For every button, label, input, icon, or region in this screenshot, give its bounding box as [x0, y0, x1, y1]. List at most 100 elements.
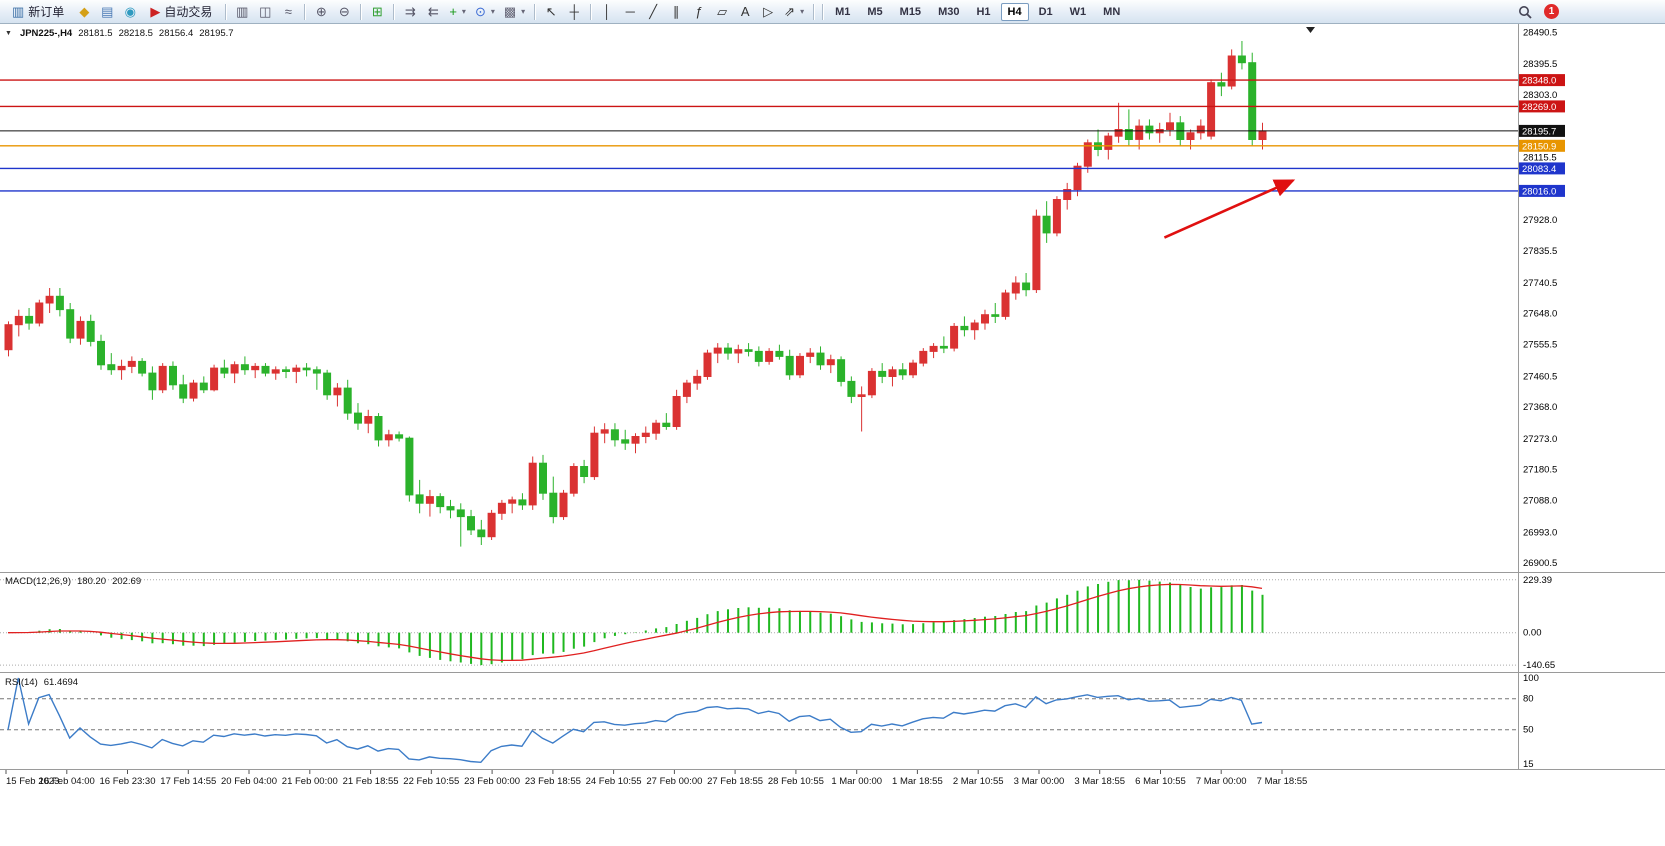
candle	[261, 365, 270, 374]
editor-icon: ◆	[79, 4, 90, 19]
timeframe-m30-button[interactable]: M30	[938, 5, 960, 18]
candle	[1124, 129, 1133, 140]
crosshair-icon[interactable]: ┼	[563, 2, 585, 22]
editor-icon[interactable]: ◆	[73, 2, 95, 22]
macd-axis-label: 229.39	[1523, 575, 1552, 586]
vertical-line-icon[interactable]: │	[596, 2, 618, 22]
candle	[158, 365, 167, 391]
arrow-label-icon[interactable]: ▷	[757, 2, 779, 22]
price-axis-label: 28490.5	[1523, 28, 1557, 39]
chart-shift-marker[interactable]	[1306, 27, 1315, 33]
price-axis-label: 27555.5	[1523, 340, 1557, 351]
search-icon[interactable]	[1518, 5, 1532, 19]
chart-shift-icon[interactable]: ⇇	[422, 2, 444, 22]
candle	[508, 499, 517, 504]
chart-header: ▼ JPN225-,H4 28181.5 28218.5 28156.4 281…	[5, 28, 234, 39]
candle	[1083, 142, 1092, 167]
price-axis[interactable]: 28490.5 28395.5 28303.0 28115.5 27928.0 27835…	[1519, 28, 1565, 570]
candle	[97, 340, 105, 366]
candle	[1207, 82, 1216, 137]
market-watch-icon[interactable]: ▤	[96, 2, 118, 22]
panel-separators	[0, 24, 1665, 770]
shapes-icon[interactable]: ▱	[711, 2, 733, 22]
zoom-in-icon[interactable]: ⊕	[310, 2, 332, 22]
line-chart-icon[interactable]: ≈	[277, 2, 299, 22]
candle	[425, 496, 434, 504]
new-order-button[interactable]: ▥ 新订单	[4, 2, 72, 22]
zoom-out-icon[interactable]: ⊖	[333, 2, 355, 22]
autotrade-button[interactable]: ▶ 自动交易	[142, 2, 220, 22]
time-axis-label: 16 Feb 04:00	[39, 776, 95, 787]
candle	[45, 295, 54, 304]
tile-windows-icon[interactable]: ⊞	[366, 2, 388, 22]
candlestick-chart-icon[interactable]: ◫	[254, 2, 276, 22]
toolbar-separator	[822, 3, 824, 20]
candle	[1032, 215, 1041, 291]
candle	[436, 496, 445, 508]
candle	[539, 462, 547, 494]
arrows-icon: ⇗	[784, 4, 796, 19]
candle	[446, 506, 455, 511]
cursor-icon[interactable]: ↖	[540, 2, 562, 22]
add-indicator-button[interactable]: + ▾	[445, 2, 470, 22]
macd-value-signal: 202.69	[112, 576, 142, 587]
timeframe-h1-button[interactable]: H1	[976, 5, 991, 18]
candle	[703, 352, 712, 378]
dropdown-arrow-icon[interactable]: ▾	[800, 7, 805, 16]
web-terminal-icon[interactable]: ◉	[119, 2, 141, 22]
candle	[364, 416, 373, 424]
templates-icon[interactable]: ▩ ▾	[500, 2, 529, 22]
candle	[4, 324, 13, 351]
equidistant-channel-icon[interactable]: ∥	[665, 2, 687, 22]
candle	[35, 302, 44, 324]
horizontal-line-icon[interactable]: ─	[619, 2, 641, 22]
candle	[734, 349, 743, 354]
candle	[76, 320, 85, 339]
dropdown-arrow-icon[interactable]: ▾	[490, 7, 495, 16]
timeframe-h4-button[interactable]: H4	[1000, 2, 1029, 21]
svg-text:28083.4: 28083.4	[1522, 164, 1556, 175]
auto-scroll-icon[interactable]: ⇉	[399, 2, 421, 22]
candle	[14, 315, 23, 326]
trendline-icon[interactable]: ╱	[642, 2, 664, 22]
candle	[744, 349, 753, 352]
trend-arrow-annotation[interactable]	[1163, 179, 1296, 239]
candle	[950, 325, 959, 349]
bar-chart-icon[interactable]: ▥	[231, 2, 253, 22]
timeframe-mn-button[interactable]: MN	[1103, 5, 1121, 18]
fibonacci-icon[interactable]: ƒ	[688, 2, 710, 22]
candle	[189, 382, 198, 399]
arrows-icon[interactable]: ⇗ ▾	[780, 2, 808, 22]
candle	[806, 352, 815, 357]
time-axis-label: 22 Feb 10:55	[403, 776, 459, 787]
chart-window: 28490.5 28395.5 28303.0 28115.5 27928.0 27835…	[0, 24, 1665, 841]
dropdown-arrow-icon[interactable]: ▾	[461, 7, 466, 16]
candle	[518, 499, 527, 506]
price-axis-label: 28115.5	[1523, 153, 1557, 164]
timeframe-m15-button[interactable]: M15	[899, 5, 922, 18]
price-axis-label: 27835.5	[1523, 246, 1557, 257]
period-clock-icon[interactable]: ⊙ ▾	[471, 2, 499, 22]
candle	[1063, 189, 1072, 200]
candle	[1145, 125, 1154, 134]
chart-canvas[interactable]: 28490.5 28395.5 28303.0 28115.5 27928.0 27835…	[0, 24, 1665, 841]
candle	[1186, 132, 1195, 141]
candle	[1114, 129, 1123, 137]
timeframe-m5-button[interactable]: M5	[867, 5, 883, 18]
text-icon[interactable]: A	[734, 2, 756, 22]
price-axis-label: 28395.5	[1523, 59, 1557, 70]
candle	[199, 382, 208, 391]
arrow-label-icon: ▷	[763, 4, 774, 19]
chart-shift-icon: ⇇	[427, 4, 439, 19]
ohlc-high: 28218.5	[118, 28, 153, 39]
dropdown-arrow-icon[interactable]: ▾	[521, 7, 526, 16]
timeframe-d1-button[interactable]: D1	[1038, 5, 1053, 18]
timeframe-w1-button[interactable]: W1	[1069, 5, 1087, 18]
notification-badge[interactable]: 1	[1544, 4, 1559, 19]
candle	[251, 365, 260, 371]
candle	[467, 516, 475, 531]
timeframe-m1-button[interactable]: M1	[835, 5, 851, 18]
candle	[847, 380, 856, 397]
symbol-collapse-icon[interactable]: ▼	[5, 30, 12, 37]
